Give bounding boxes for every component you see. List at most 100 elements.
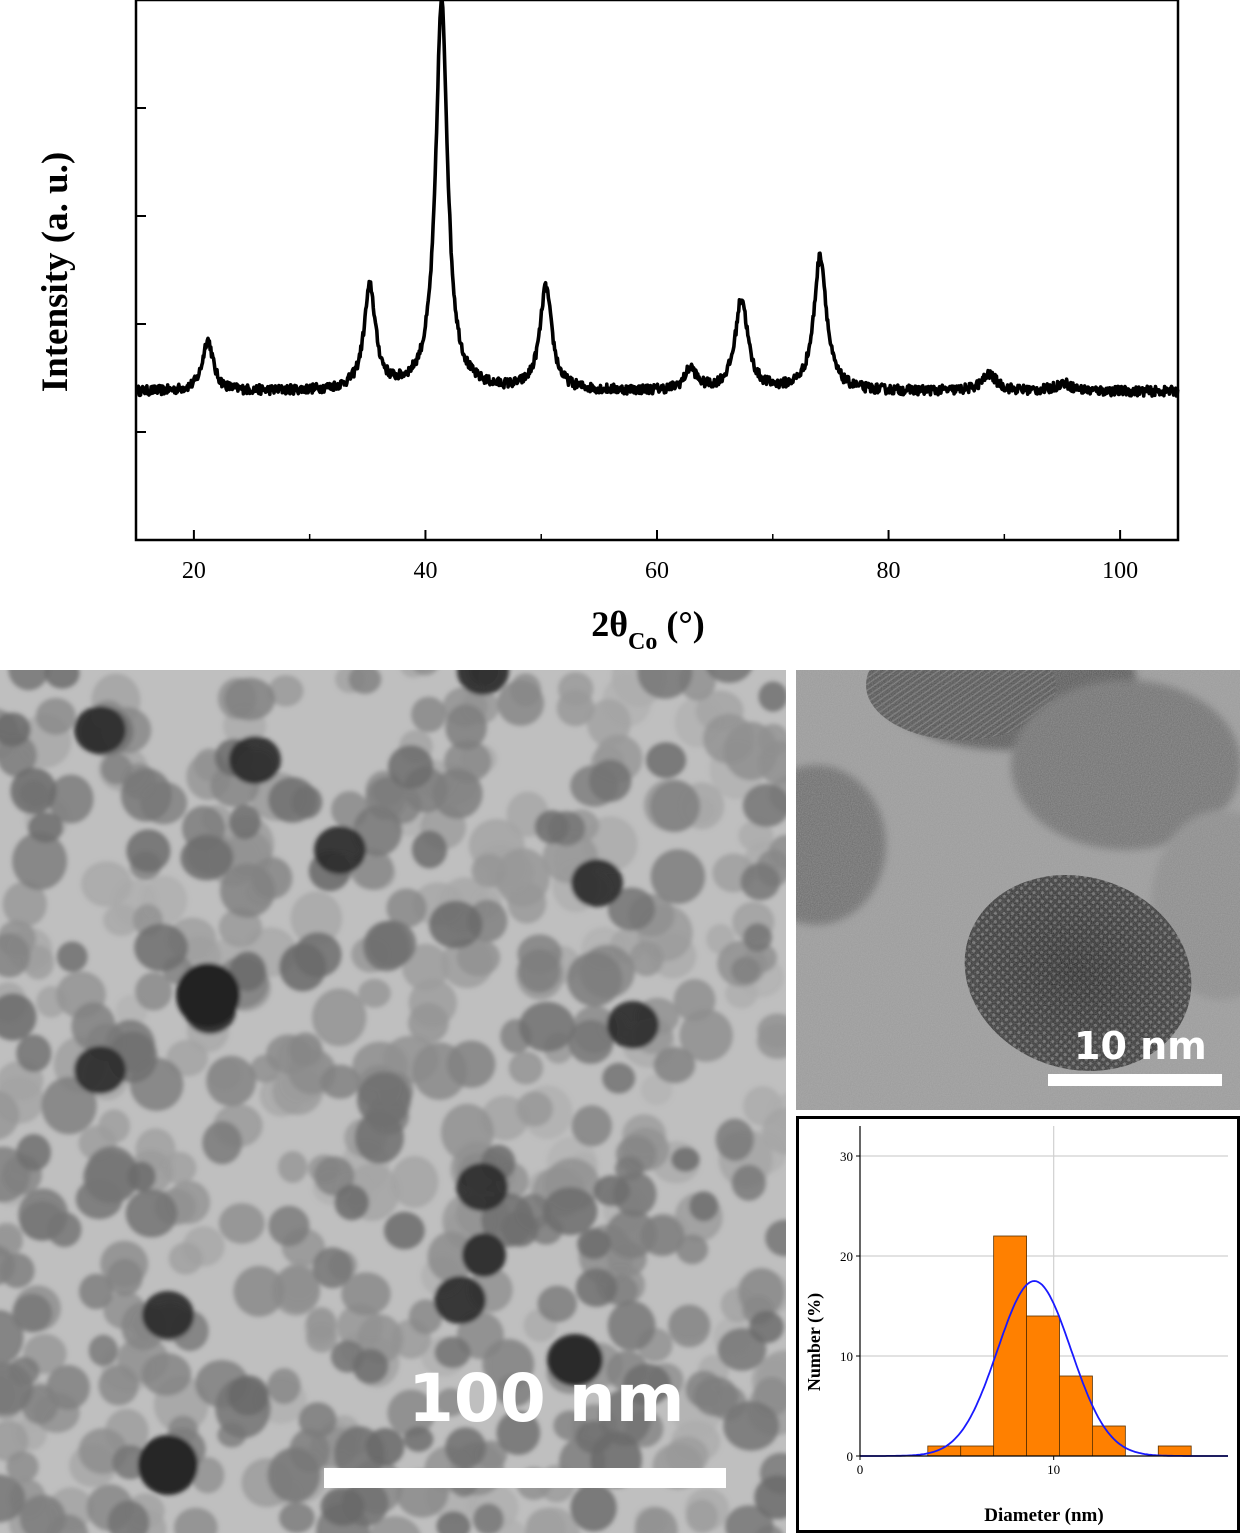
nanoparticle [634, 1507, 678, 1533]
nanoparticle [314, 1156, 355, 1196]
nanoparticle [495, 1374, 533, 1407]
nanoparticle [706, 670, 752, 683]
nanoparticle [689, 1191, 719, 1222]
tem-scale-label: 100 nm [408, 1360, 685, 1437]
nanoparticle [537, 1285, 577, 1323]
nanoparticle [275, 1265, 320, 1313]
nanoparticle [693, 1376, 739, 1417]
nanoparticle [268, 675, 304, 707]
tem-scale-bar [324, 1468, 726, 1488]
xrd-x-tick-label: 20 [182, 558, 206, 584]
nanoparticle [725, 978, 758, 1009]
histogram-bar [1059, 1375, 1093, 1457]
nanoparticle [411, 696, 447, 733]
nanoparticle [56, 941, 88, 973]
nanoparticle [534, 810, 569, 844]
nanoparticle [508, 1051, 544, 1085]
nanoparticle [233, 1265, 285, 1317]
nanoparticle [6, 1451, 39, 1483]
nanoparticle [103, 904, 140, 937]
nanoparticle [568, 1019, 614, 1064]
nanoparticle [738, 820, 774, 852]
nanoparticle [290, 891, 343, 946]
nanoparticle [496, 1410, 541, 1455]
nanoparticle [191, 1457, 225, 1494]
dense-nanoparticle [74, 1046, 126, 1094]
nanoparticle [79, 1273, 114, 1310]
nanoparticle [267, 1447, 321, 1503]
nanoparticle [589, 759, 632, 802]
dense-nanoparticle [457, 670, 509, 695]
nanoparticle [41, 1076, 97, 1135]
nanoparticle [220, 863, 275, 918]
histogram-y-tick-label: 30 [840, 1149, 853, 1164]
nanoparticle [127, 1161, 156, 1192]
xrd-x-ticks: 20 40 60 80 100 [182, 530, 1138, 584]
nanoparticle [218, 1203, 265, 1244]
xrd-pattern-line [135, 0, 1180, 398]
nanoparticle [740, 862, 780, 901]
nanoparticle [0, 933, 31, 978]
nanoparticle [120, 768, 172, 822]
nanoparticle [353, 805, 403, 857]
nanoparticle [206, 1055, 256, 1107]
tem-micrograph-high-resolution: 10 nm [796, 670, 1240, 1110]
nanoparticle [35, 697, 76, 735]
nanoparticle [88, 1334, 118, 1367]
nanoparticle [320, 1064, 361, 1099]
nanoparticle [291, 785, 323, 819]
nanoparticle [731, 956, 761, 984]
nanoparticle [723, 721, 778, 781]
tem-particles-image [0, 670, 786, 1533]
hrtem-scale-label: 10 nm [1074, 1024, 1207, 1068]
xrd-y-axis-label: Intensity (a. u.) [35, 152, 76, 393]
nanoparticle [495, 848, 550, 907]
histogram-y-tick-label: 10 [840, 1349, 853, 1364]
nanoparticle [135, 972, 173, 1011]
histogram-bars [927, 1235, 1192, 1457]
nanoparticle [456, 938, 501, 977]
size-distribution-panel: 0 10 20 30 0 10 Number (%) Diameter (nm) [796, 1116, 1240, 1533]
dense-nanoparticle [571, 859, 623, 907]
nanoparticle [685, 1499, 718, 1533]
histogram-bar [1157, 1445, 1192, 1457]
nanoparticle [366, 1428, 405, 1466]
nanoparticle [334, 1184, 370, 1221]
nanoparticle [372, 776, 404, 806]
nanoparticle [570, 1484, 617, 1532]
nanoparticle [358, 978, 391, 1008]
nanoparticle [519, 1001, 575, 1052]
nanoparticle [435, 1388, 466, 1417]
nanoparticle [411, 830, 448, 869]
nanoparticle [607, 1300, 656, 1351]
nanoparticle [436, 1511, 471, 1533]
nanoparticle [575, 1268, 618, 1307]
nanoparticle [715, 1118, 754, 1161]
nanoparticle [403, 1426, 434, 1452]
nanoparticle [679, 1009, 733, 1062]
nanoparticle [267, 1368, 301, 1405]
nanoparticle [571, 1105, 612, 1147]
nanoparticle [27, 812, 64, 843]
nanoparticle [497, 680, 544, 726]
nanoparticle [593, 1175, 630, 1207]
nanoparticle [0, 1090, 20, 1140]
nanoparticle [645, 742, 687, 779]
nanoparticle [640, 1074, 673, 1106]
histogram-x-ticks: 0 10 [857, 1456, 1060, 1477]
nanoparticle [107, 1500, 150, 1533]
nanoparticle [126, 829, 171, 873]
nanoparticle [447, 1040, 496, 1088]
nanoparticle [542, 1187, 598, 1236]
nanoparticle [0, 1245, 16, 1285]
nanoparticle [668, 1304, 711, 1348]
nanoparticle [229, 951, 267, 992]
dense-nanoparticle [607, 1001, 659, 1049]
nanoparticle [168, 1242, 203, 1275]
nanoparticle [224, 677, 275, 721]
tem-micrograph-low-magnification: 100 nm [0, 670, 786, 1533]
nanoparticle [320, 1487, 365, 1526]
dense-nanoparticle [74, 706, 126, 754]
nanoparticle [75, 1178, 123, 1220]
nanoparticle [390, 1156, 439, 1208]
